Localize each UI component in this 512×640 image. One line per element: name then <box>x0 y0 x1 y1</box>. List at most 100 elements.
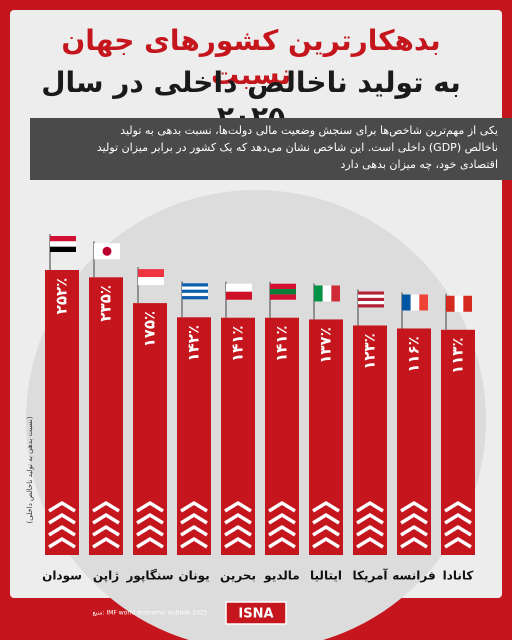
flag <box>226 283 252 292</box>
value-label: ۱۷۵٪ <box>141 311 159 348</box>
flag <box>270 289 296 295</box>
x-tick-label: ژاپن <box>93 569 119 583</box>
flag <box>410 294 420 311</box>
chevron <box>312 512 340 525</box>
flag <box>102 246 112 256</box>
x-tick-label: سودان <box>42 569 82 584</box>
chevron <box>136 536 164 549</box>
chevron <box>48 536 76 549</box>
flag <box>270 294 296 300</box>
flag <box>138 277 164 286</box>
x-tick-label: سنگاپور <box>125 569 173 584</box>
flag <box>402 294 411 311</box>
chevron <box>444 500 472 513</box>
chevron <box>400 500 428 513</box>
description: یکی از مهم‌ترین شاخص‌ها برای سنجش وضعیت … <box>30 118 512 180</box>
chevron <box>224 512 252 525</box>
flag <box>463 295 472 312</box>
chevron <box>92 524 120 537</box>
note: (نسبت بدهی به تولید ناخالص داخلی) <box>26 416 34 523</box>
flag <box>358 291 384 295</box>
chevron <box>136 524 164 537</box>
chevron <box>268 536 296 549</box>
brand: ISNA <box>238 607 273 622</box>
flag <box>182 289 208 293</box>
chevron <box>48 512 76 525</box>
x-tick-label: بحرین <box>220 569 256 583</box>
title: بدهکارترین کشورهای جهان نسبت <box>61 24 441 91</box>
flag <box>50 241 76 247</box>
flag <box>419 294 428 311</box>
chevron <box>92 500 120 513</box>
chevron <box>48 524 76 537</box>
chevron <box>356 500 384 513</box>
value-label: ۱۱۳٪ <box>449 337 467 374</box>
value-label: ۱۴۱٪ <box>273 325 291 362</box>
chevron <box>180 500 208 513</box>
bar <box>441 329 475 555</box>
chevron <box>180 512 208 525</box>
value-label: ۱۱۶٪ <box>405 336 423 373</box>
flag <box>331 285 340 302</box>
chevron <box>180 524 208 537</box>
brand-box <box>225 601 287 625</box>
x-tick-label: آمریکا <box>353 568 389 583</box>
chevron <box>356 512 384 525</box>
bar <box>45 270 79 555</box>
x-tick-label: ایتالیا <box>310 569 342 583</box>
chevron <box>268 512 296 525</box>
x-tick-label: مالدیو <box>263 569 299 584</box>
chevron <box>444 536 472 549</box>
x-tick-label: کانادا <box>443 569 474 583</box>
chevron <box>400 536 428 549</box>
chevron <box>136 512 164 525</box>
value-label: ۲۵۲٪ <box>53 278 71 315</box>
flag <box>358 304 384 308</box>
chevron <box>224 536 252 549</box>
chevron <box>444 512 472 525</box>
chevron <box>268 500 296 513</box>
value-label: ۱۴۲٪ <box>185 325 203 362</box>
flag <box>182 286 208 290</box>
flag <box>182 283 208 287</box>
chevron <box>356 536 384 549</box>
flag <box>226 291 252 300</box>
value-label: ۲۳۵٪ <box>97 285 115 322</box>
chevron <box>400 524 428 537</box>
chevron <box>268 524 296 537</box>
value-label: ۱۴۱٪ <box>229 325 247 362</box>
flag <box>138 269 164 278</box>
flag <box>454 295 464 312</box>
source: منبع: IMF world economic outlook 2025 <box>92 610 207 617</box>
x-tick-label: یونان <box>178 569 209 584</box>
flag <box>182 292 208 297</box>
flag <box>358 297 384 302</box>
bar <box>397 328 431 555</box>
flag <box>322 285 332 302</box>
chevron <box>444 524 472 537</box>
value-label: ۱۲۳٪ <box>361 333 379 370</box>
chevron <box>48 500 76 513</box>
chevron <box>356 524 384 537</box>
value-label: ۱۳۷٪ <box>317 327 335 364</box>
flag <box>446 295 455 312</box>
flag <box>50 246 76 252</box>
chevron <box>92 536 120 549</box>
chevron <box>312 500 340 513</box>
chevron <box>400 512 428 525</box>
flag <box>270 283 296 290</box>
chevron <box>312 536 340 549</box>
chevron <box>224 524 252 537</box>
flag <box>358 294 384 298</box>
chevron <box>312 524 340 537</box>
flag <box>182 296 208 300</box>
flag <box>50 236 76 242</box>
flag <box>358 301 384 305</box>
chevron <box>92 512 120 525</box>
chevron <box>224 500 252 513</box>
x-tick-label: فرانسه <box>392 569 435 583</box>
chevron <box>136 500 164 513</box>
chevron <box>180 536 208 549</box>
